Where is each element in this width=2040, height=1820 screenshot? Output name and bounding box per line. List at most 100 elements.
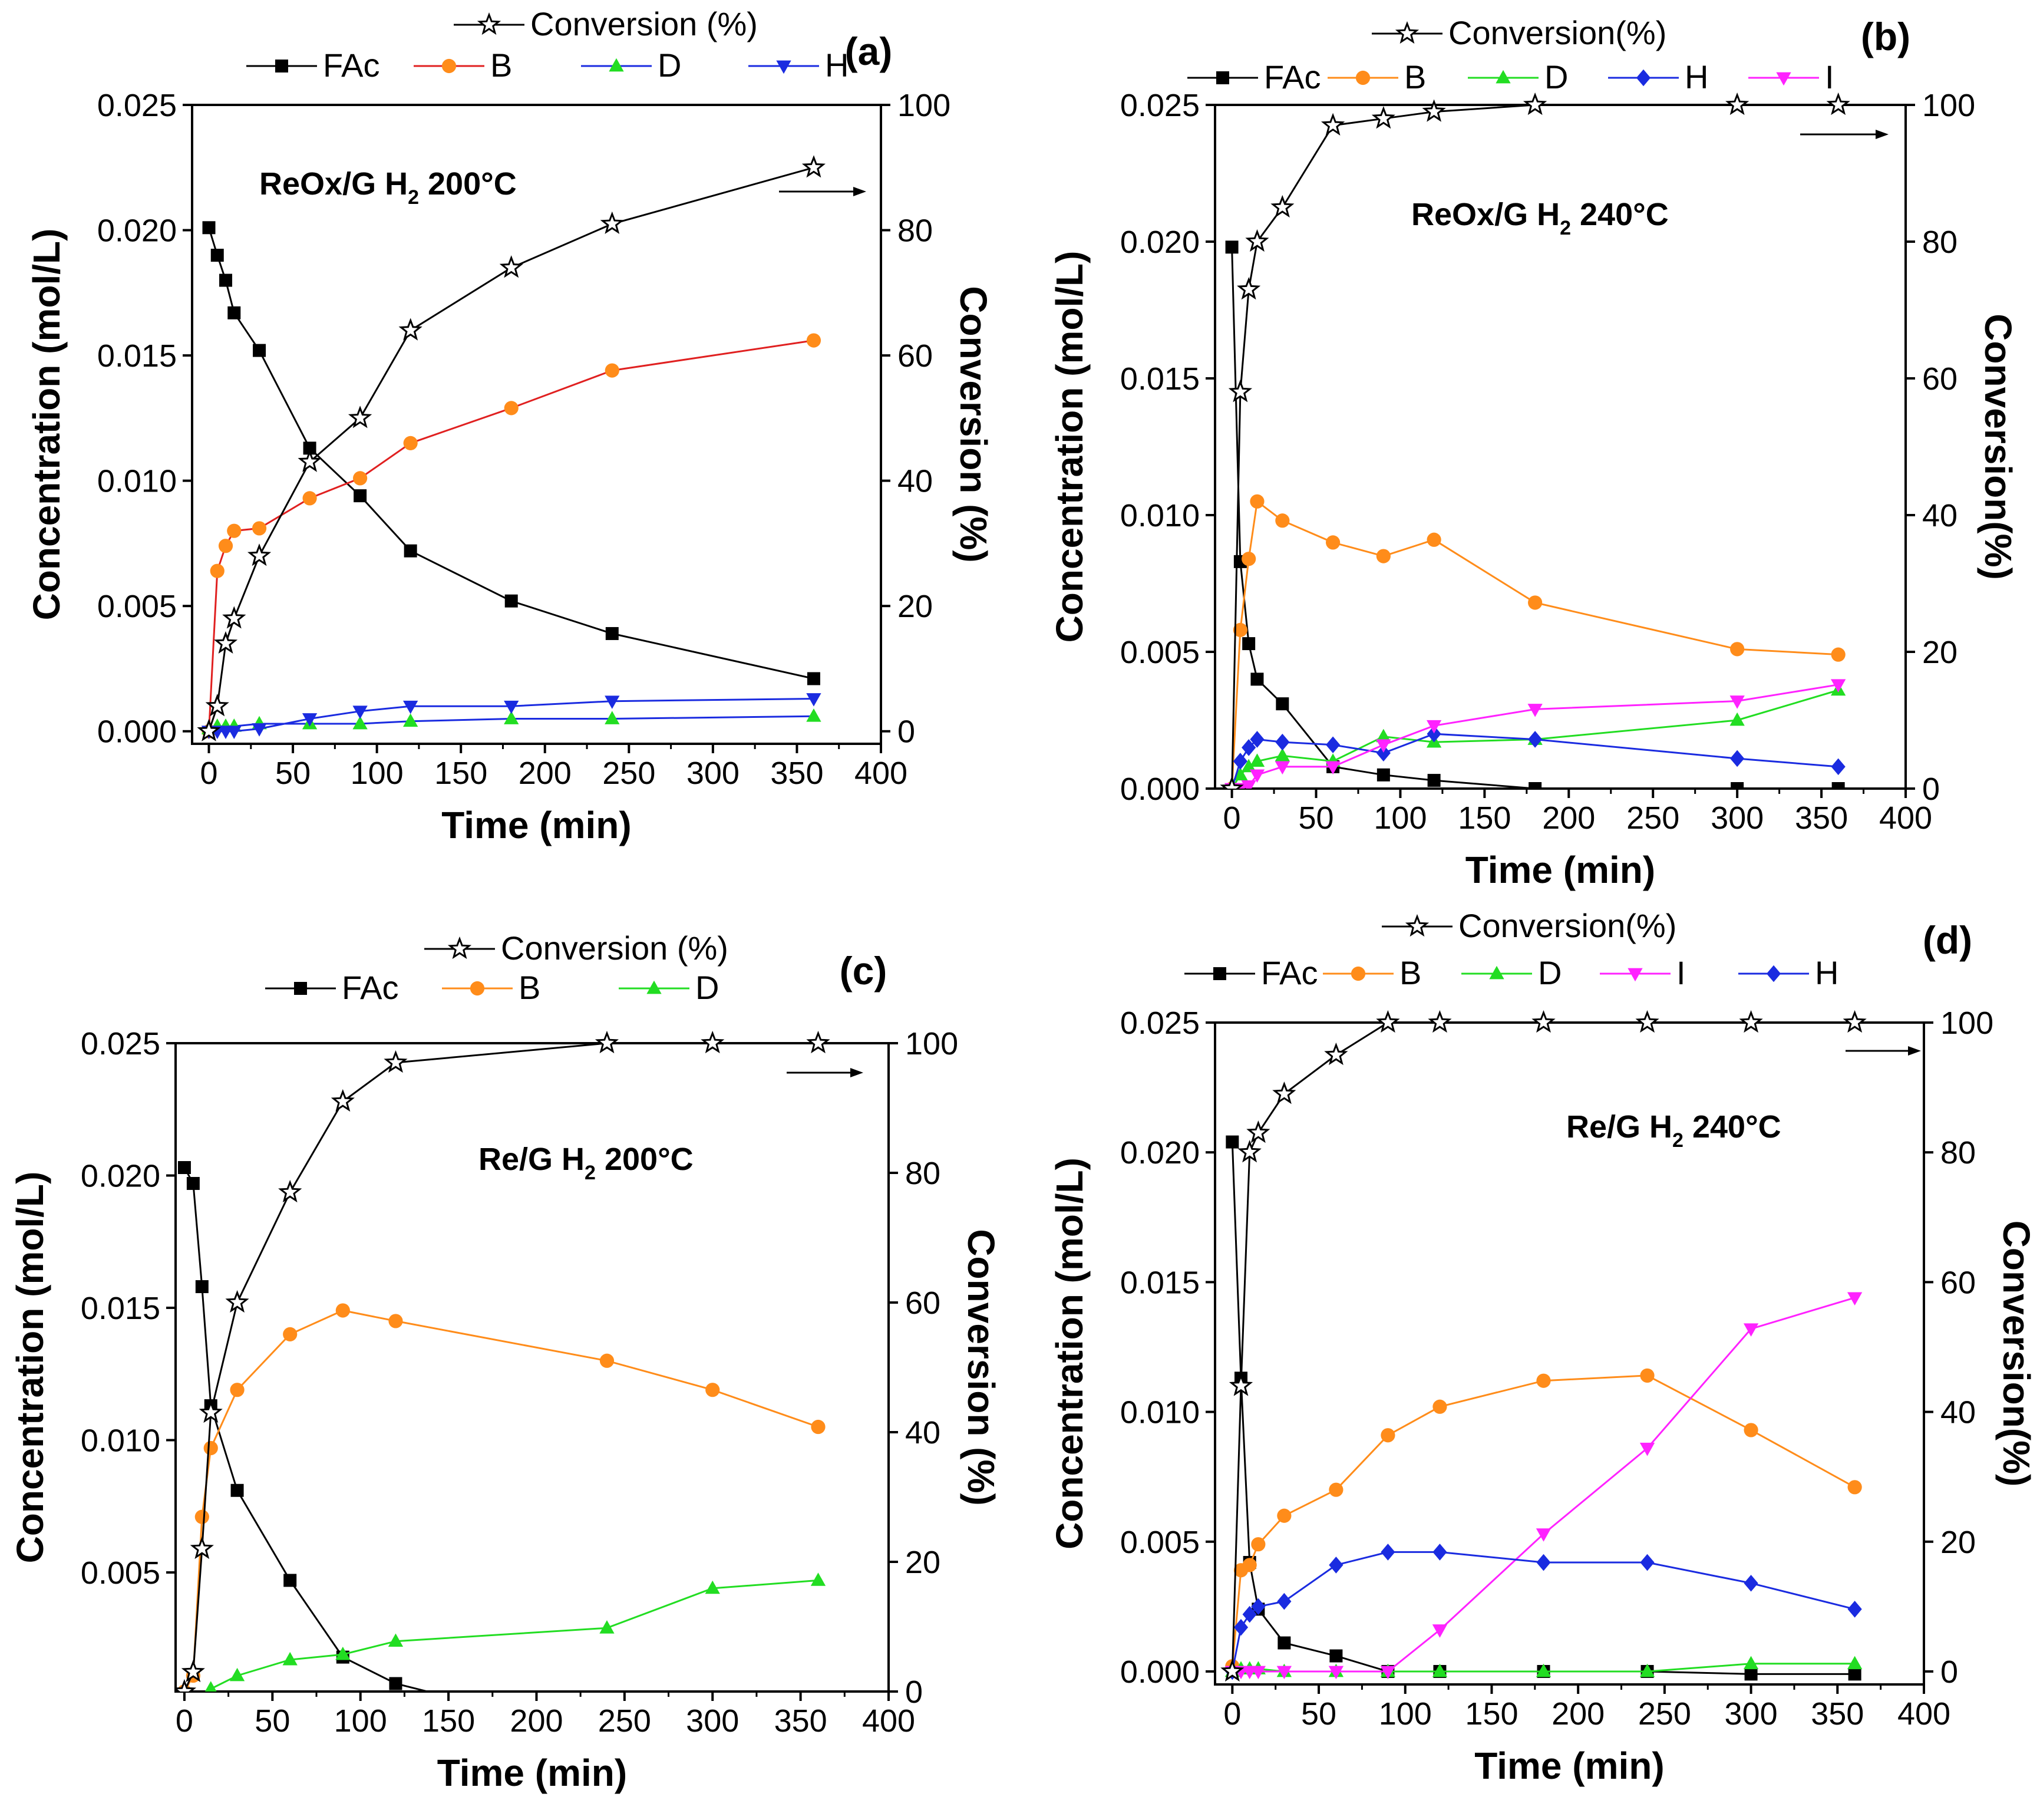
y2-tick-label: 0 <box>1940 1654 1958 1690</box>
y2-tick-label: 100 <box>1922 88 1975 123</box>
data-point-D <box>1743 1656 1759 1670</box>
data-point-D <box>1639 1663 1655 1677</box>
legend-marker-D <box>1496 70 1511 84</box>
y-tick-label: 0.015 <box>1120 361 1200 397</box>
data-point-FAc <box>227 306 241 319</box>
x-tick-label: 150 <box>422 1703 475 1739</box>
data-point-I <box>1831 679 1846 693</box>
data-point-B <box>283 1327 298 1341</box>
data-point-conversion <box>197 718 221 741</box>
x-tick-label: 100 <box>1374 800 1427 836</box>
plot-frame <box>191 104 882 745</box>
data-point-H <box>605 695 620 709</box>
x-tick-label: 200 <box>1552 1696 1605 1732</box>
data-point-conversion <box>278 1179 302 1203</box>
data-point-conversion <box>199 1400 223 1423</box>
data-point-H <box>1329 1557 1344 1574</box>
y-tick-label: 0.020 <box>81 1158 160 1193</box>
data-point-conversion <box>1229 1373 1253 1396</box>
data-point-FAc <box>1529 782 1542 789</box>
data-point-H <box>1233 1618 1249 1636</box>
data-point-FAc <box>442 1690 455 1692</box>
data-point-I <box>1639 1442 1655 1456</box>
y-tick-label: 0.005 <box>97 589 177 624</box>
legend-label-D: D <box>1538 954 1562 991</box>
annotation-subscript: 2 <box>1560 217 1571 239</box>
data-point-I <box>1241 780 1256 789</box>
data-point-B <box>1251 1537 1266 1552</box>
data-point-conversion <box>384 1050 408 1073</box>
legend-label-B: B <box>1399 954 1421 991</box>
data-point-conversion <box>298 449 322 472</box>
data-point-B <box>227 523 242 538</box>
data-point-H <box>302 713 318 727</box>
data-point-I <box>1325 761 1341 775</box>
x-tick-label: 300 <box>1711 800 1764 836</box>
x-tick-label: 250 <box>1638 1696 1691 1732</box>
y-tick-label: 0.000 <box>97 714 177 750</box>
x-tick-label: 250 <box>602 756 655 791</box>
data-point-conversion <box>1739 1010 1763 1033</box>
data-point-FAc <box>1250 672 1264 686</box>
y2-axis-title: Conversion (%) <box>960 1229 1002 1505</box>
x-axis-title: Time (min) <box>1474 1745 1664 1787</box>
legend: Conversion (%) FAc B D H <box>246 5 849 84</box>
annotation-suffix: 200°C <box>596 1142 694 1177</box>
legend-label-conversion: Conversion (%) <box>501 929 728 967</box>
data-point-B <box>252 521 267 536</box>
y2-tick-label: 60 <box>1940 1265 1976 1300</box>
x-tick-label: 350 <box>770 756 823 791</box>
data-point-I <box>1432 1624 1448 1638</box>
data-point-FAc <box>1225 240 1239 254</box>
y2-tick-label: 100 <box>905 1026 958 1061</box>
data-point-D <box>810 1572 826 1586</box>
data-point-D <box>204 1681 217 1692</box>
data-point-I <box>1275 761 1290 775</box>
data-point-D <box>1249 753 1265 767</box>
data-point-B <box>1277 1508 1292 1523</box>
data-point-B <box>403 436 418 450</box>
data-point-D <box>1241 759 1256 773</box>
legend-label-conversion: Conversion(%) <box>1458 907 1676 944</box>
data-point-FAc <box>210 249 224 262</box>
data-point-D <box>1432 1663 1448 1677</box>
y-tick-label: 0.025 <box>1120 1005 1200 1041</box>
legend-label-D: D <box>658 47 681 84</box>
y-tick-label: 0.020 <box>1120 225 1200 260</box>
data-point-conversion <box>1324 1042 1348 1066</box>
data-point-B <box>218 539 233 553</box>
data-point-B <box>1640 1368 1655 1383</box>
data-point-D <box>504 711 519 724</box>
data-point-conversion <box>1428 1010 1452 1033</box>
data-point-FAc <box>1376 768 1390 782</box>
axis-arrow-head <box>1908 1046 1921 1056</box>
data-point-I <box>1426 720 1442 734</box>
data-point-H <box>1275 733 1290 751</box>
y2-tick-label: 20 <box>1940 1525 1976 1560</box>
legend-marker-B <box>441 58 457 74</box>
y-tick-label: 0.015 <box>1120 1265 1200 1300</box>
panel-label: (a) <box>845 29 893 73</box>
data-point-conversion <box>1635 1010 1659 1033</box>
data-point-B <box>1233 622 1247 637</box>
data-point-FAc <box>1329 1649 1343 1663</box>
data-point-B <box>302 491 317 506</box>
data-point-H <box>1325 736 1341 754</box>
y2-tick-label: 0 <box>905 1674 923 1710</box>
data-point-H <box>504 700 519 714</box>
x-tick-label: 350 <box>1795 800 1848 836</box>
data-point-conversion <box>1531 1010 1556 1033</box>
data-point-B <box>1250 494 1265 509</box>
x-tick-label: 150 <box>434 756 487 791</box>
data-point-B <box>194 1509 209 1524</box>
data-point-H <box>1640 1554 1655 1571</box>
data-point-B <box>1376 549 1391 563</box>
x-axis-title: Time (min) <box>441 804 631 846</box>
data-point-H <box>1251 1598 1266 1615</box>
legend-marker-D <box>609 58 624 72</box>
data-point-conversion <box>1270 194 1295 218</box>
data-point-H <box>1250 731 1265 748</box>
data-point-H <box>1528 731 1543 748</box>
data-point-conversion <box>222 606 246 629</box>
